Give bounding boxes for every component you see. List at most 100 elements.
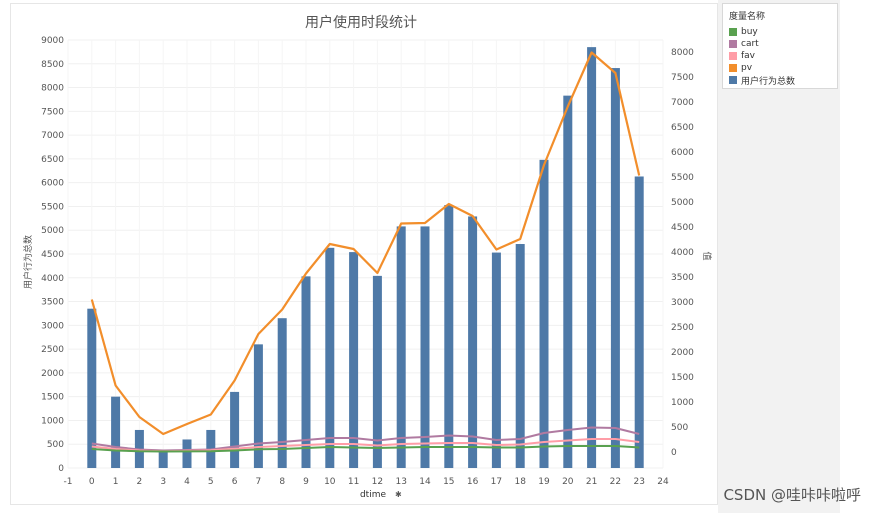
x-axis-label: dtime xyxy=(360,490,387,500)
y-right-tick-label: 5500 xyxy=(671,173,694,183)
y-right-tick-label: 0 xyxy=(671,448,677,458)
legend-item-cart[interactable]: cart xyxy=(729,38,759,50)
y-left-tick-label: 4500 xyxy=(41,250,64,260)
bar-total-6 xyxy=(230,391,240,468)
line-layer xyxy=(90,51,641,453)
y-left-tick-label: 1500 xyxy=(41,393,64,403)
y-left-tick-label: 2000 xyxy=(41,369,64,379)
x-tick-label: 3 xyxy=(160,477,166,487)
watermark: CSDN @哇咔咔啦呼 xyxy=(723,486,861,504)
x-tick-label: 11 xyxy=(348,477,359,487)
bar-total-19 xyxy=(539,159,549,468)
y-axis-left-label: 用户行为总数 xyxy=(22,235,34,289)
x-tick-label: 1 xyxy=(113,477,119,487)
y-right-tick-label: 4500 xyxy=(671,223,694,233)
y-right-tick-label: 6000 xyxy=(671,148,694,158)
y-right-tick-label: 4000 xyxy=(671,248,694,258)
y-right-tick-label: 3000 xyxy=(671,298,694,308)
x-tick-label: 0 xyxy=(89,477,95,487)
y-axis-right-label: 值 xyxy=(701,251,713,260)
y-left-tick-label: 7500 xyxy=(41,107,64,117)
bar-total-13 xyxy=(396,226,406,468)
legend-item-fav[interactable]: fav xyxy=(729,50,755,62)
x-tick-label: 18 xyxy=(514,477,526,487)
x-tick-label: 21 xyxy=(586,477,597,487)
bar-total-12 xyxy=(372,275,382,468)
y-left-tick-label: 6000 xyxy=(41,179,64,189)
x-tick-label: 8 xyxy=(279,477,285,487)
bar-total-10 xyxy=(325,247,335,468)
x-tick-label: 9 xyxy=(303,477,309,487)
legend-swatch xyxy=(729,64,737,72)
y-right-tick-label: 1000 xyxy=(671,398,694,408)
y-right-tick-label: 1500 xyxy=(671,373,694,383)
legend-label: cart xyxy=(741,39,759,49)
bar-total-1 xyxy=(111,396,121,468)
y-right-tick-label: 6500 xyxy=(671,123,694,133)
legend-item-buy[interactable]: buy xyxy=(729,26,758,38)
y-left-tick-label: 8000 xyxy=(41,84,64,94)
bar-total-4 xyxy=(182,439,192,468)
y-left-tick-label: 4000 xyxy=(41,274,64,284)
y-right-tick-label: 8000 xyxy=(671,48,694,58)
x-tick-label: 19 xyxy=(538,477,550,487)
x-tick-label: 7 xyxy=(256,477,262,487)
y-right-tick-label: 3500 xyxy=(671,273,694,283)
bar-total-23 xyxy=(634,176,644,469)
bar-total-0 xyxy=(87,308,97,468)
x-tick-label: 10 xyxy=(324,477,336,487)
pin-icon[interactable]: ✱ xyxy=(395,490,402,499)
y-right-tick-label: 500 xyxy=(671,423,688,433)
bar-total-14 xyxy=(420,226,430,468)
x-tick-label: 17 xyxy=(491,477,502,487)
y-left-tick-label: 1000 xyxy=(41,416,64,426)
legend-label: fav xyxy=(741,51,756,61)
x-tick-label: 14 xyxy=(419,477,431,487)
legend-label: pv xyxy=(741,63,753,73)
y-left-tick-label: 5000 xyxy=(41,226,64,236)
legend-swatch xyxy=(729,28,737,36)
bar-total-9 xyxy=(301,276,311,468)
bar-total-22 xyxy=(610,68,620,469)
legend-item-total[interactable]: 用户行为总数 xyxy=(729,74,796,87)
bar-total-3 xyxy=(158,449,168,468)
line-series-pv xyxy=(90,51,641,436)
y-left-tick-label: 9000 xyxy=(41,36,64,46)
line-series-buy xyxy=(91,445,640,453)
bar-total-7 xyxy=(253,344,263,468)
bar-total-11 xyxy=(349,252,359,468)
bar-total-17 xyxy=(491,252,501,468)
y-left-tick-label: 6500 xyxy=(41,155,64,165)
bar-total-21 xyxy=(587,47,597,469)
x-tick-label: 5 xyxy=(208,477,214,487)
y-left-tick-label: 3500 xyxy=(41,298,64,308)
chart-canvas: 0500100015002000250030003500400045005000… xyxy=(22,14,713,500)
x-tick-label: 2 xyxy=(137,477,143,487)
bar-total-16 xyxy=(468,216,478,468)
grid-layer xyxy=(67,39,664,469)
y-left-tick-label: 7000 xyxy=(41,131,64,141)
legend-swatch xyxy=(729,76,737,84)
bar-total-8 xyxy=(277,318,287,468)
x-tick-label: 16 xyxy=(467,477,479,487)
y-left-tick-label: 8500 xyxy=(41,60,64,70)
chart-frame: 0 500 1000 1500 2000 2500 3000 3500 4000 4500 5000… xyxy=(10,3,718,505)
bar-total-15 xyxy=(444,205,454,469)
y-left-tick-label: 0 xyxy=(58,464,64,474)
y-right-tick-label: 7000 xyxy=(671,98,694,108)
x-tick-label: -1 xyxy=(64,477,73,487)
legend-panel: 度量名称 buy cart fav pv 用户行为总数 xyxy=(718,0,840,513)
legend-swatch xyxy=(729,52,737,60)
x-tick-label: 12 xyxy=(372,477,383,487)
x-tick-label: 23 xyxy=(633,477,644,487)
x-tick-label: 13 xyxy=(395,477,406,487)
x-tick-label: 22 xyxy=(610,477,621,487)
legend-item-pv[interactable]: pv xyxy=(729,62,752,74)
x-tick-label: 20 xyxy=(562,477,574,487)
y-left-tick-label: 5500 xyxy=(41,202,64,212)
y-right-tick-label: 5000 xyxy=(671,198,694,208)
legend-label: 用户行为总数 xyxy=(741,76,796,87)
legend: 度量名称 buy cart fav pv 用户行为总数 xyxy=(722,3,838,89)
y-right-tick-label: 7500 xyxy=(671,73,694,83)
y-right-tick-label: 2500 xyxy=(671,323,694,333)
